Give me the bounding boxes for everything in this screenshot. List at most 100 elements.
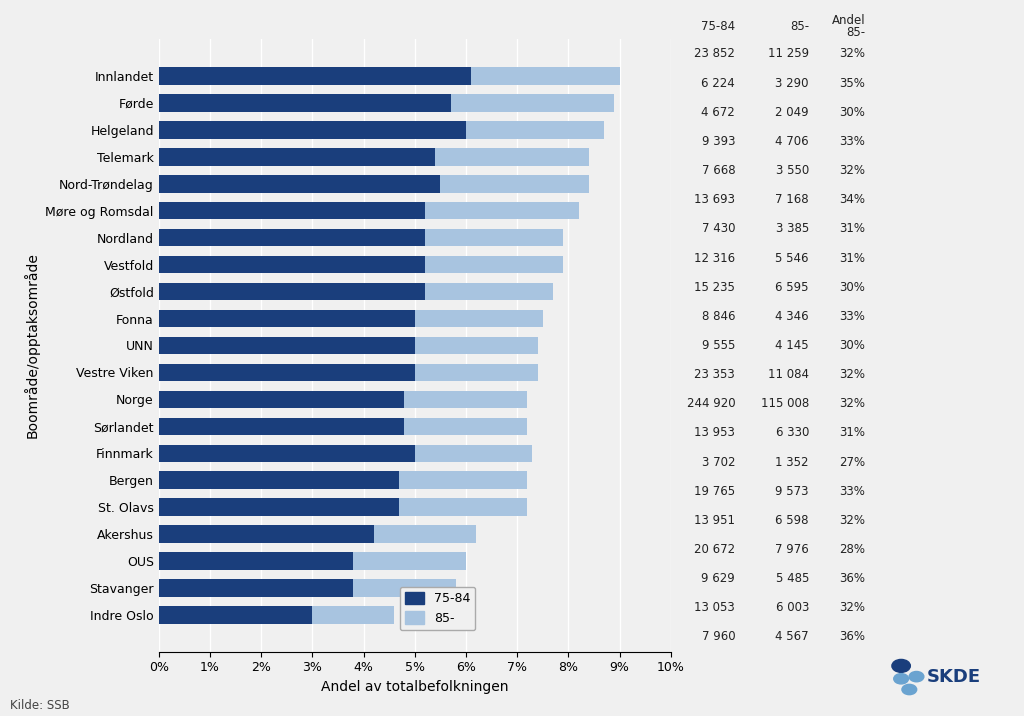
Text: 32%: 32%: [840, 601, 865, 614]
Text: 3 290: 3 290: [775, 77, 809, 90]
Text: 36%: 36%: [840, 572, 865, 585]
Text: 7 430: 7 430: [701, 223, 735, 236]
Bar: [415, 364, 538, 381]
Text: 4 346: 4 346: [775, 310, 809, 323]
Bar: [404, 417, 527, 435]
Bar: [466, 121, 604, 139]
Text: 85-: 85-: [846, 26, 865, 39]
Text: 6 224: 6 224: [701, 77, 735, 90]
Bar: [312, 606, 394, 624]
Text: 3 550: 3 550: [776, 164, 809, 177]
Bar: [159, 364, 415, 381]
Text: 33%: 33%: [840, 485, 865, 498]
Text: 3 385: 3 385: [776, 223, 809, 236]
Bar: [159, 498, 399, 516]
Text: 12 316: 12 316: [694, 251, 735, 264]
Bar: [435, 148, 589, 165]
Bar: [159, 310, 415, 327]
Text: 27%: 27%: [839, 455, 865, 468]
Text: 30%: 30%: [840, 281, 865, 294]
Text: 7 960: 7 960: [701, 631, 735, 644]
Text: 9 393: 9 393: [701, 135, 735, 148]
Bar: [451, 95, 614, 112]
Y-axis label: Boområde/opptaksområde: Boområde/opptaksområde: [24, 253, 40, 438]
Bar: [471, 67, 620, 84]
Bar: [399, 471, 527, 489]
Text: 30%: 30%: [840, 339, 865, 352]
Bar: [159, 121, 466, 139]
Bar: [374, 526, 476, 543]
Text: 4 567: 4 567: [775, 631, 809, 644]
Bar: [425, 256, 563, 274]
Text: 244 920: 244 920: [687, 397, 735, 410]
Bar: [159, 526, 374, 543]
Text: 6 330: 6 330: [775, 427, 809, 440]
Bar: [399, 498, 527, 516]
Text: 13 053: 13 053: [694, 601, 735, 614]
Text: 7 668: 7 668: [701, 164, 735, 177]
Text: 31%: 31%: [840, 251, 865, 264]
Bar: [415, 310, 543, 327]
Text: 13 951: 13 951: [694, 514, 735, 527]
Bar: [159, 445, 415, 462]
Bar: [159, 552, 353, 570]
Text: 6 003: 6 003: [775, 601, 809, 614]
Bar: [425, 229, 563, 246]
Text: 3 702: 3 702: [701, 455, 735, 468]
Text: 75-84: 75-84: [701, 20, 735, 33]
Text: 13 693: 13 693: [694, 193, 735, 206]
Text: 4 706: 4 706: [775, 135, 809, 148]
Bar: [159, 229, 425, 246]
Text: Andel: Andel: [831, 14, 865, 27]
Text: 35%: 35%: [840, 77, 865, 90]
Text: 5 546: 5 546: [775, 251, 809, 264]
Bar: [159, 337, 415, 354]
X-axis label: Andel av totalbefolkningen: Andel av totalbefolkningen: [321, 679, 509, 694]
Bar: [159, 579, 353, 596]
Text: 32%: 32%: [840, 514, 865, 527]
Text: 36%: 36%: [840, 631, 865, 644]
Bar: [440, 175, 589, 193]
Bar: [353, 579, 456, 596]
Text: 34%: 34%: [840, 193, 865, 206]
Bar: [159, 391, 404, 408]
Text: 7 976: 7 976: [775, 543, 809, 556]
Text: 8 846: 8 846: [701, 310, 735, 323]
Bar: [159, 417, 404, 435]
Bar: [415, 445, 532, 462]
Bar: [425, 283, 553, 300]
Text: 23 353: 23 353: [694, 368, 735, 381]
Text: 9 573: 9 573: [775, 485, 809, 498]
Bar: [353, 552, 466, 570]
Text: 4 145: 4 145: [775, 339, 809, 352]
Text: 6 595: 6 595: [775, 281, 809, 294]
Text: 11 259: 11 259: [768, 47, 809, 60]
Bar: [159, 606, 312, 624]
Bar: [159, 283, 425, 300]
Text: 31%: 31%: [840, 223, 865, 236]
Legend: 75-84, 85-: 75-84, 85-: [400, 586, 475, 630]
Text: Kilde: SSB: Kilde: SSB: [10, 700, 70, 712]
Bar: [159, 175, 440, 193]
Bar: [159, 67, 471, 84]
Text: 9 629: 9 629: [701, 572, 735, 585]
Bar: [159, 148, 435, 165]
Text: 85-: 85-: [790, 20, 809, 33]
Bar: [159, 95, 451, 112]
Text: 32%: 32%: [840, 47, 865, 60]
Text: 115 008: 115 008: [761, 397, 809, 410]
Bar: [159, 471, 399, 489]
Text: 32%: 32%: [840, 397, 865, 410]
Text: 9 555: 9 555: [701, 339, 735, 352]
Bar: [404, 391, 527, 408]
Text: 11 084: 11 084: [768, 368, 809, 381]
Text: 7 168: 7 168: [775, 193, 809, 206]
Text: 28%: 28%: [840, 543, 865, 556]
Text: 15 235: 15 235: [694, 281, 735, 294]
Text: 4 672: 4 672: [701, 106, 735, 119]
Text: 5 485: 5 485: [775, 572, 809, 585]
Text: 1 352: 1 352: [775, 455, 809, 468]
Text: 13 953: 13 953: [694, 427, 735, 440]
Text: SKDE: SKDE: [927, 667, 981, 686]
Text: 32%: 32%: [840, 164, 865, 177]
